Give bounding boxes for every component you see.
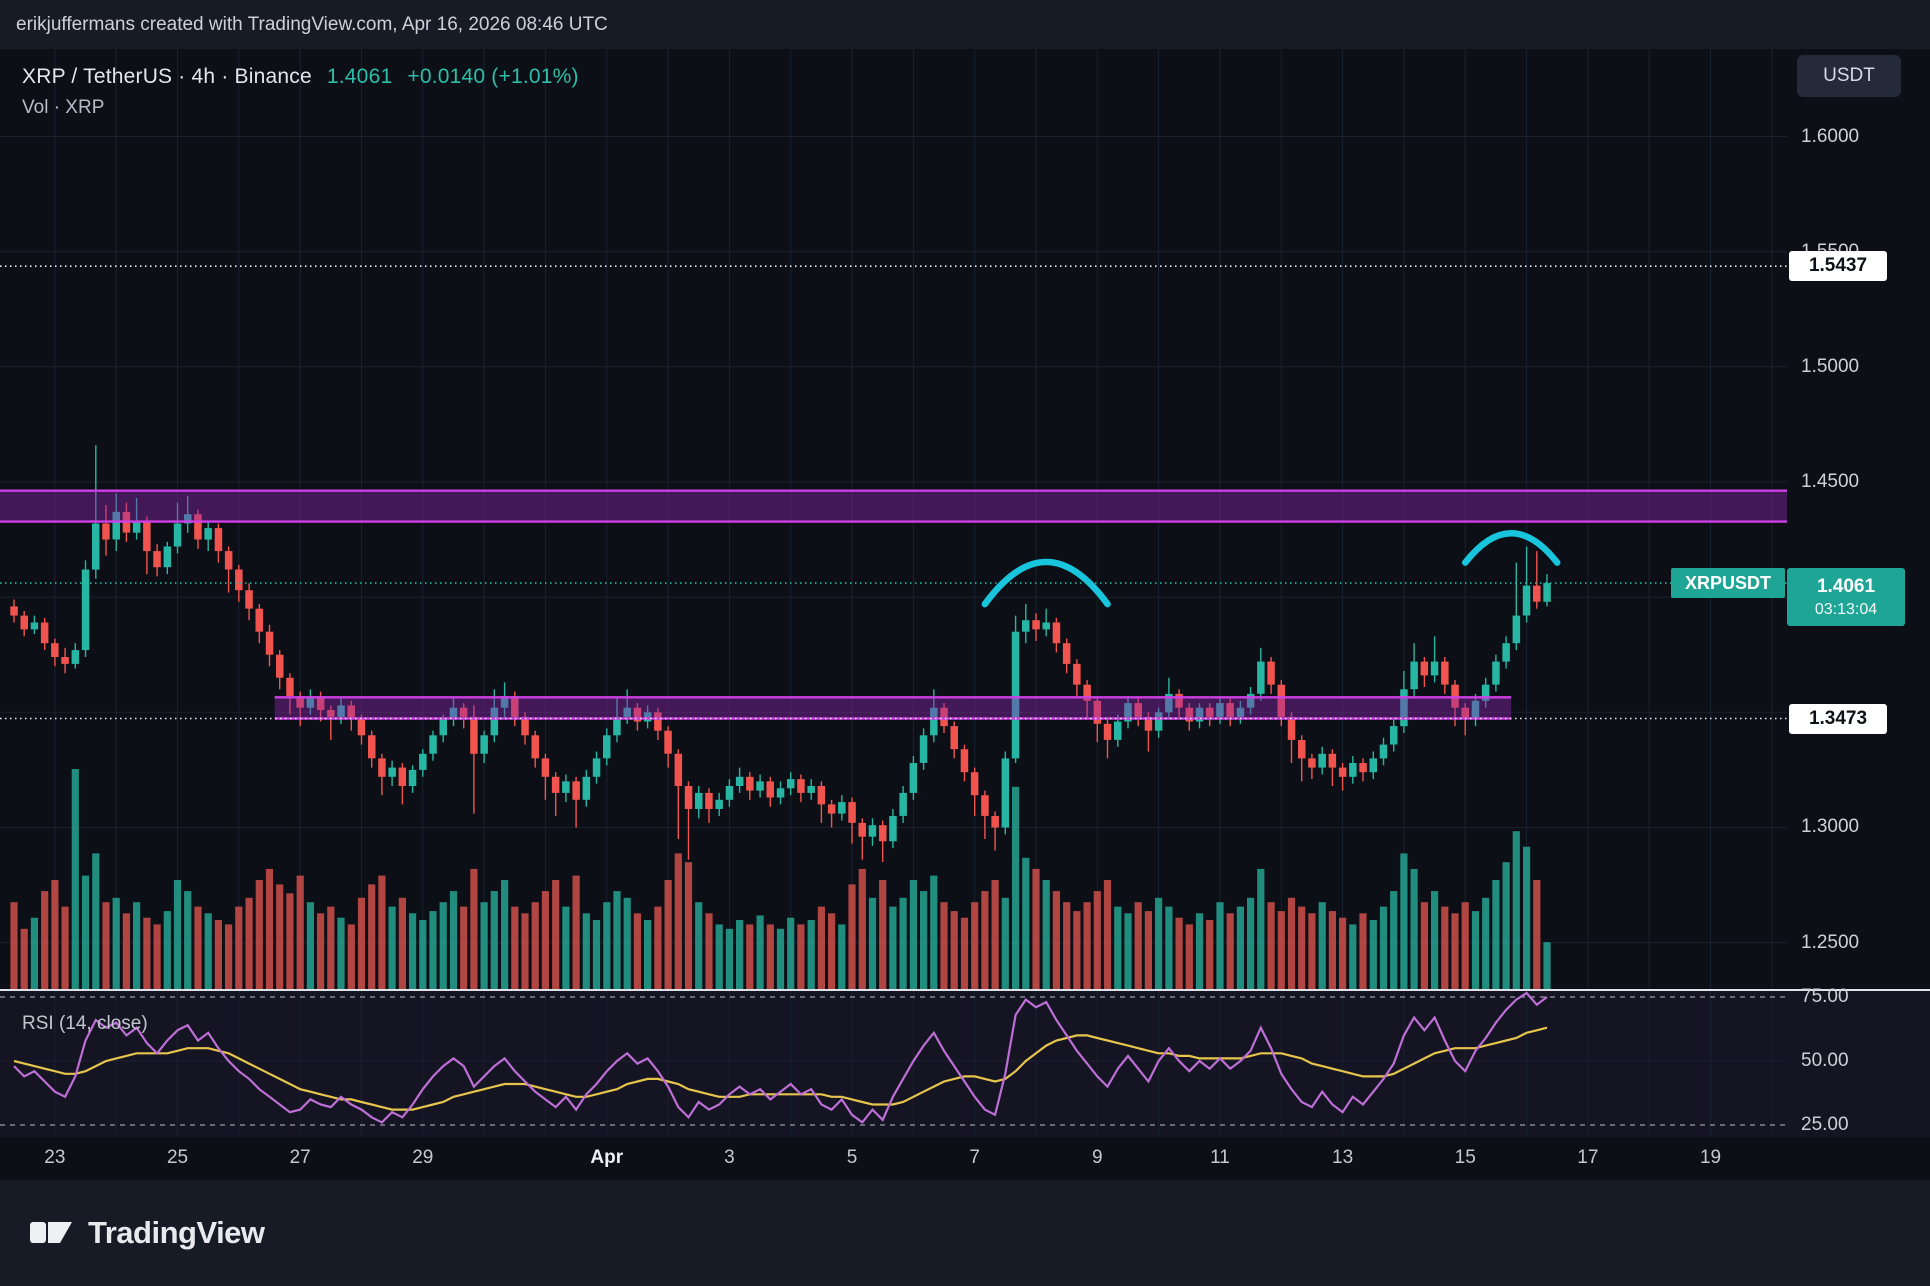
tradingview-wordmark[interactable]: TradingView — [88, 1215, 265, 1250]
candles-layer — [10, 445, 1551, 862]
price-tick: 1.6000 — [1801, 125, 1860, 147]
time-tick: 9 — [1092, 1147, 1103, 1168]
rsi-tick: 75.00 — [1801, 986, 1849, 1007]
time-tick: Apr — [590, 1147, 624, 1168]
time-tick: 15 — [1454, 1147, 1476, 1168]
footer-bar: TradingView — [0, 1180, 1930, 1286]
chart-area[interactable]: XRP / TetherUS · 4h · Binance 1.4061 +0.… — [0, 49, 1930, 1180]
time-tick: 3 — [724, 1147, 735, 1168]
tradingview-logo-icon[interactable] — [28, 1210, 74, 1256]
attribution-bar: erikjuffermans created with TradingView.… — [0, 0, 1930, 49]
time-tick: 13 — [1332, 1147, 1354, 1168]
time-tick: 11 — [1210, 1147, 1230, 1168]
rsi-tick: 50.00 — [1801, 1050, 1849, 1071]
chart-legend: XRP / TetherUS · 4h · Binance 1.4061 +0.… — [22, 65, 579, 119]
price-tick: 1.5000 — [1801, 355, 1860, 377]
time-tick: 17 — [1577, 1147, 1599, 1168]
time-tick: 5 — [846, 1147, 858, 1168]
price-tick: 1.3000 — [1801, 816, 1860, 838]
price-tick: 1.2500 — [1801, 931, 1860, 953]
time-tick: 19 — [1699, 1147, 1722, 1168]
header-last-price: 1.4061 — [326, 65, 393, 88]
price-chart-canvas[interactable] — [0, 49, 1787, 1180]
pane-separator[interactable] — [0, 989, 1930, 991]
symbol-price-flag: XRPUSDT — [1671, 568, 1785, 599]
price-level-label-upper: 1.5437 — [1789, 251, 1887, 282]
supply-demand-zones[interactable] — [0, 489, 1787, 720]
bar-countdown: 03:13:04 — [1814, 601, 1878, 619]
rsi-tick: 25.00 — [1801, 1114, 1849, 1135]
price-level-label-lower: 1.3473 — [1789, 703, 1887, 734]
rsi-layer — [0, 991, 1787, 1126]
currency-toggle-button[interactable]: USDT — [1797, 55, 1901, 97]
rsi-indicator-label[interactable]: RSI (14, close) — [22, 1013, 148, 1034]
volume-layer — [10, 769, 1551, 991]
header-price-change: +0.0140 (+1.01%) — [407, 65, 579, 88]
time-axis[interactable]: 23 25 27 29 Apr 3 5 7 9 11 13 15 17 19 — [0, 1137, 1787, 1180]
time-tick: 25 — [166, 1147, 189, 1168]
attribution-text: erikjuffermans created with TradingView.… — [16, 13, 608, 35]
rsi-pane-background — [0, 991, 1930, 1137]
last-price-axis-label: 1.4061 03:13:04 — [1787, 568, 1905, 627]
time-tick: 29 — [412, 1147, 434, 1168]
symbol-title[interactable]: XRP / TetherUS · 4h · Binance — [22, 65, 312, 88]
arc-annotations[interactable] — [981, 530, 1561, 608]
time-tick: 7 — [969, 1147, 980, 1168]
symbol-header[interactable]: XRP / TetherUS · 4h · Binance 1.4061 +0.… — [22, 65, 579, 89]
last-price-value: 1.4061 — [1816, 576, 1876, 598]
time-tick: 23 — [44, 1147, 66, 1168]
volume-indicator-label[interactable]: Vol · XRP — [22, 97, 105, 118]
time-tick: 27 — [289, 1147, 311, 1168]
price-tick: 1.4500 — [1801, 470, 1860, 492]
